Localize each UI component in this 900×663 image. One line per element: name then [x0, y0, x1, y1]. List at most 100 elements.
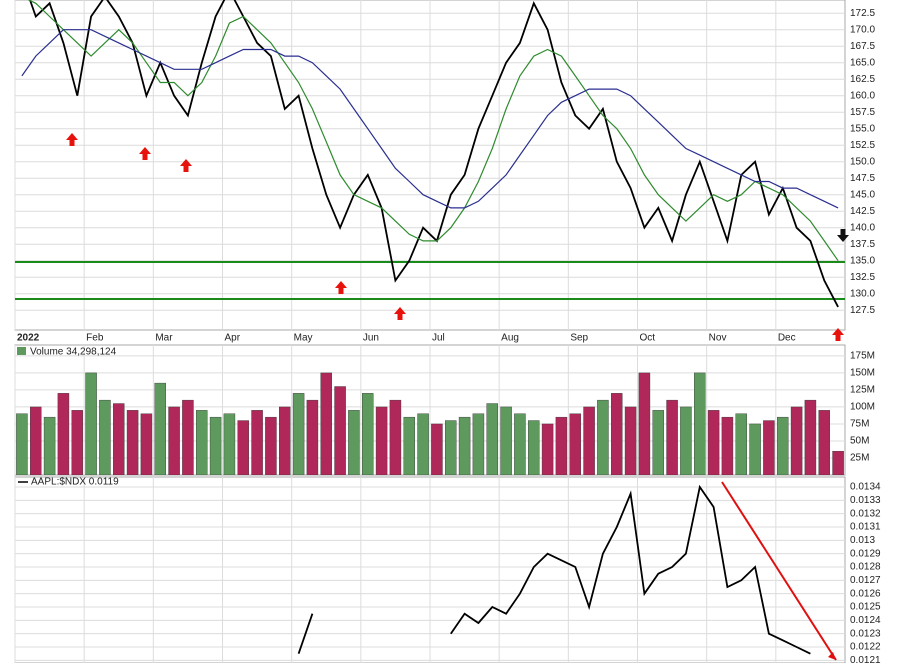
- volume-bar: [707, 410, 720, 475]
- volume-bar: [320, 372, 332, 475]
- y-tick-label: 0.0126: [850, 588, 881, 599]
- y-tick-label: 0.0133: [850, 495, 881, 506]
- trend-arrowhead: [828, 652, 836, 660]
- y-tick-label: 132.5: [850, 272, 875, 283]
- y-tick-label: 165.0: [850, 57, 875, 68]
- y-tick-label: 0.0123: [850, 628, 881, 639]
- y-tick-label: 0.0127: [850, 575, 881, 586]
- y-tick-label: 0.0128: [850, 562, 881, 573]
- volume-bar: [306, 399, 319, 475]
- x-tick-label: Dec: [778, 333, 796, 344]
- volume-bar: [638, 372, 651, 475]
- ratio-title: AAPL:$NDX 0.0119: [31, 477, 119, 488]
- volume-bar: [292, 393, 305, 475]
- volume-bar: [445, 420, 457, 475]
- y-tick-label: 100M: [850, 402, 875, 413]
- volume-bar: [362, 393, 374, 475]
- volume-bar: [458, 416, 471, 475]
- volume-bar: [140, 413, 153, 475]
- volume-bar: [680, 406, 692, 475]
- volume-bar: [389, 399, 402, 475]
- volume-bar: [196, 410, 208, 475]
- y-tick-label: 0.0122: [850, 642, 881, 653]
- y-tick-label: 142.5: [850, 206, 875, 217]
- volume-bar: [334, 386, 346, 475]
- x-tick-label: May: [294, 333, 313, 344]
- y-tick-label: 137.5: [850, 239, 875, 250]
- volume-bar: [431, 423, 443, 475]
- y-tick-label: 150.0: [850, 156, 875, 167]
- volume-bar: [735, 413, 747, 475]
- sell-arrow: [837, 229, 849, 242]
- series-line: [29, 0, 839, 308]
- volume-bar: [569, 413, 581, 475]
- volume-bar: [43, 416, 56, 475]
- volume-bar: [541, 423, 554, 475]
- y-tick-label: 130.0: [850, 288, 875, 299]
- y-tick-label: 167.5: [850, 41, 875, 52]
- x-tick-label: Oct: [640, 333, 656, 344]
- y-tick-label: 162.5: [850, 74, 875, 85]
- volume-bar: [818, 410, 830, 475]
- volume-bar: [85, 372, 97, 475]
- volume-bar: [472, 413, 485, 475]
- y-tick-label: 135.0: [850, 255, 875, 266]
- volume-bar: [71, 410, 83, 475]
- volume-bar: [113, 403, 125, 475]
- y-tick-label: 0.0124: [850, 615, 881, 626]
- signal-arrows: [66, 133, 844, 341]
- volume-bar: [804, 399, 817, 475]
- series-line: [21, 29, 839, 209]
- volume-bar: [597, 399, 609, 475]
- y-tick-label: 172.5: [850, 8, 875, 19]
- volume-bar: [223, 413, 236, 475]
- volume-bar: [777, 416, 789, 475]
- volume-bar: [528, 420, 540, 475]
- volume-bar: [666, 399, 678, 475]
- x-tick-label: Mar: [155, 333, 173, 344]
- x-tick-label: Jun: [363, 333, 379, 344]
- y-tick-label: 0.0134: [850, 482, 881, 493]
- trend-line: [721, 481, 837, 661]
- volume-bar: [403, 416, 415, 475]
- panel-marks: [16, 372, 844, 475]
- y-tick-label: 140.0: [850, 222, 875, 233]
- volume-bar: [721, 416, 734, 475]
- volume-bar: [237, 420, 249, 475]
- y-tick-label: 160.0: [850, 90, 875, 101]
- x-tick-label: Aug: [501, 333, 519, 344]
- volume-bar: [348, 410, 360, 475]
- volume-bar: [279, 406, 291, 475]
- volume-bar: [611, 393, 623, 475]
- volume-bar: [126, 410, 139, 475]
- y-tick-label: 0.0121: [850, 655, 881, 663]
- volume-bar: [251, 410, 263, 475]
- panel-marks: [297, 484, 811, 655]
- x-tick-label: 2022: [17, 333, 40, 344]
- volume-bar: [57, 393, 70, 475]
- volume-bar: [500, 406, 512, 475]
- volume-bar: [417, 413, 429, 475]
- y-tick-label: 157.5: [850, 107, 875, 118]
- y-tick-label: 0.0131: [850, 522, 881, 533]
- y-tick-label: 147.5: [850, 173, 875, 184]
- y-tick-label: 0.0132: [850, 508, 881, 519]
- volume-bar: [790, 406, 803, 475]
- volume-bar: [154, 382, 166, 475]
- x-tick-label: Apr: [225, 333, 241, 344]
- y-tick-label: 125M: [850, 385, 875, 396]
- x-tick-label: Sep: [570, 333, 588, 344]
- volume-bar: [486, 403, 498, 475]
- volume-bar: [555, 416, 568, 475]
- volume-title: Volume 34,298,124: [30, 347, 117, 358]
- y-tick-label: 152.5: [850, 140, 875, 151]
- y-tick-label: 145.0: [850, 189, 875, 200]
- y-tick-label: 50M: [850, 436, 869, 447]
- volume-bar: [583, 406, 595, 475]
- y-tick-label: 25M: [850, 453, 869, 464]
- volume-bar: [182, 399, 194, 475]
- x-tick-label: Jul: [432, 333, 445, 344]
- y-tick-label: 127.5: [850, 305, 875, 316]
- y-tick-label: 170.0: [850, 24, 875, 35]
